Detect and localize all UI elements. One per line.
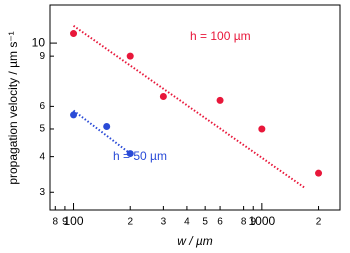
x-tick-label: 2 bbox=[127, 217, 133, 228]
x-tick-label: 5 bbox=[202, 217, 208, 228]
plot-frame bbox=[49, 4, 341, 211]
x-tick-label: 3 bbox=[161, 217, 167, 228]
point bbox=[315, 169, 323, 177]
y-tick-label: 5 bbox=[39, 124, 45, 135]
y-tick-label: 9 bbox=[39, 51, 45, 62]
x-tick-label: 8 bbox=[241, 217, 247, 228]
x-tick-label: 4 bbox=[184, 217, 190, 228]
point bbox=[159, 92, 167, 100]
point bbox=[70, 30, 78, 38]
x-axis-label: w / µm bbox=[177, 234, 213, 248]
point bbox=[103, 123, 111, 131]
y-tick-label: 4 bbox=[39, 151, 45, 162]
point bbox=[258, 125, 266, 133]
x-tick-label: 8 bbox=[52, 217, 58, 228]
point bbox=[126, 52, 134, 60]
y-tick-label: 3 bbox=[39, 187, 45, 198]
y-axis-label: propagation velocity / µm s⁻¹ bbox=[6, 31, 20, 184]
x-tick-label: 2 bbox=[316, 217, 322, 228]
fit-line bbox=[72, 24, 306, 190]
point bbox=[126, 150, 134, 158]
point bbox=[216, 96, 224, 104]
x-tick-label: 9 bbox=[62, 217, 68, 228]
x-tick-label: 1000 bbox=[248, 214, 275, 228]
point bbox=[70, 111, 78, 119]
y-tick-label: 6 bbox=[39, 101, 45, 112]
series-label: h = 50 µm bbox=[113, 149, 167, 163]
x-tick-label: 9 bbox=[250, 217, 256, 228]
series-label: h = 100 µm bbox=[190, 29, 251, 43]
x-tick-label: 100 bbox=[64, 214, 84, 228]
fit-line bbox=[72, 109, 131, 155]
x-tick-label: 6 bbox=[217, 217, 223, 228]
y-tick-label: 10 bbox=[32, 35, 46, 49]
